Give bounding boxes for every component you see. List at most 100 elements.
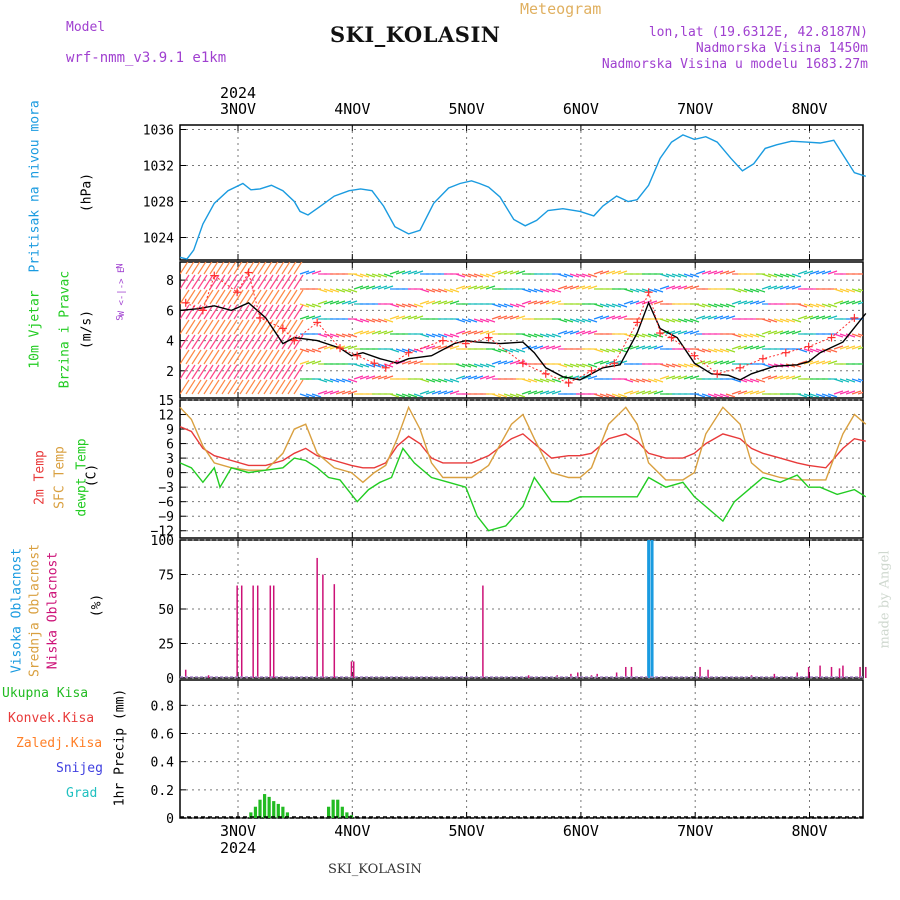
- wind-barb: [383, 285, 394, 290]
- cloud-bar: [807, 666, 810, 678]
- wind-barb: [329, 288, 340, 293]
- wind-barb: [293, 289, 304, 305]
- wind-barb: [437, 390, 448, 395]
- wind-barb: [659, 363, 670, 368]
- wind-barb: [527, 378, 538, 383]
- wind-barb: [557, 330, 568, 335]
- wind-barb: [347, 378, 358, 383]
- precip-panel: 0.8 0.6 0.4 0.2 0: [151, 679, 864, 827]
- wind-barb: [371, 363, 382, 368]
- wind-barb: [521, 345, 532, 350]
- y-tick-label: 0.6: [151, 728, 174, 743]
- wind-barb: [851, 288, 862, 293]
- cloud-bar: [830, 666, 833, 678]
- wind-barb: [611, 270, 622, 275]
- wind-barb: [545, 345, 556, 350]
- wind-barb: [365, 363, 376, 368]
- panel-frame: [179, 399, 864, 539]
- wind-barb: [407, 360, 418, 365]
- wind-barb: [539, 345, 550, 350]
- wind-barb: [701, 315, 712, 320]
- wind-barb: [407, 315, 418, 320]
- wind-barb: [671, 375, 682, 380]
- wind-barb: [180, 334, 190, 350]
- wind-barb: [233, 364, 244, 380]
- wind-barb: [239, 334, 250, 350]
- wind-barb: [701, 270, 712, 275]
- wind-barb: [329, 390, 340, 395]
- wind-barb: [797, 315, 808, 320]
- wind-barb: [185, 319, 196, 335]
- wind-barb: [521, 378, 532, 383]
- wind-barb: [689, 273, 700, 278]
- wind-barb: [395, 270, 406, 275]
- wind-barb: [821, 393, 832, 398]
- wind-barb: [839, 390, 850, 395]
- wind-barb: [839, 288, 850, 293]
- wind-barb: [293, 304, 304, 320]
- wind-barb: [551, 333, 562, 338]
- wind-barb: [593, 360, 604, 365]
- wind-barb: [299, 303, 310, 308]
- precip-bar: [249, 812, 253, 818]
- wind-barb: [185, 349, 196, 365]
- wind-barb: [317, 378, 328, 383]
- wind-barb: [725, 348, 736, 353]
- wind-barb: [377, 285, 388, 290]
- y-tick-label: 6: [166, 304, 174, 319]
- wind-barb: [341, 333, 352, 338]
- wind-barb: [239, 262, 249, 275]
- wind-barb: [180, 379, 190, 395]
- y-tick-label: 25: [158, 638, 174, 653]
- wind-barb: [509, 270, 520, 275]
- wind-barb: [587, 375, 598, 380]
- precip-legend-conv: Konvek.Kisa: [8, 711, 95, 726]
- wind-barb: [227, 334, 238, 350]
- wind-barb: [545, 333, 556, 338]
- wind-barb: [797, 393, 808, 398]
- wind-barb: [737, 333, 748, 338]
- wind-barb: [323, 378, 334, 383]
- wind-barb: [431, 300, 442, 305]
- wind-barb: [245, 262, 255, 275]
- wind-barb: [839, 300, 850, 305]
- wind-barb: [707, 315, 718, 320]
- wind-barb: [719, 360, 730, 365]
- wind-barb: [629, 288, 640, 293]
- wind-barb: [215, 319, 226, 335]
- precip-bar: [267, 796, 271, 818]
- wind-barb: [437, 378, 448, 383]
- wind-barb: [209, 262, 219, 275]
- wind-barb: [473, 285, 484, 290]
- wind-barb: [425, 390, 436, 395]
- wind-barb: [359, 330, 370, 335]
- wind-barb: [431, 390, 442, 395]
- wind-barb: [605, 315, 616, 320]
- wind-barb: [503, 270, 514, 275]
- wind-barb: [743, 378, 754, 383]
- panel-frame: [179, 539, 864, 679]
- precip-bar: [276, 803, 280, 818]
- wind-barb: [821, 348, 832, 353]
- wind-barb: [755, 300, 766, 305]
- cloud-bar: [577, 672, 579, 678]
- wind-barb: [701, 393, 712, 398]
- cloud-bar: [482, 585, 484, 678]
- wind-barb: [713, 270, 724, 275]
- wind-barb: [857, 288, 863, 292]
- wind-barb: [353, 285, 364, 290]
- wind-barb: [251, 304, 262, 320]
- wind-barb: [365, 285, 376, 290]
- wind-barb: [341, 288, 352, 293]
- wind-barb: [395, 348, 406, 353]
- wind-barb: [185, 262, 195, 275]
- wind-barb: [665, 375, 676, 380]
- wind-barb: [521, 300, 532, 305]
- wind-barb: [587, 285, 598, 290]
- precip-legend-snow: Snijeg: [56, 761, 103, 776]
- wind-barb: [821, 303, 832, 308]
- wind-barb: [203, 379, 214, 395]
- wind-barb: [779, 375, 790, 380]
- wind-barb: [755, 390, 766, 395]
- wind-barb: [180, 319, 190, 335]
